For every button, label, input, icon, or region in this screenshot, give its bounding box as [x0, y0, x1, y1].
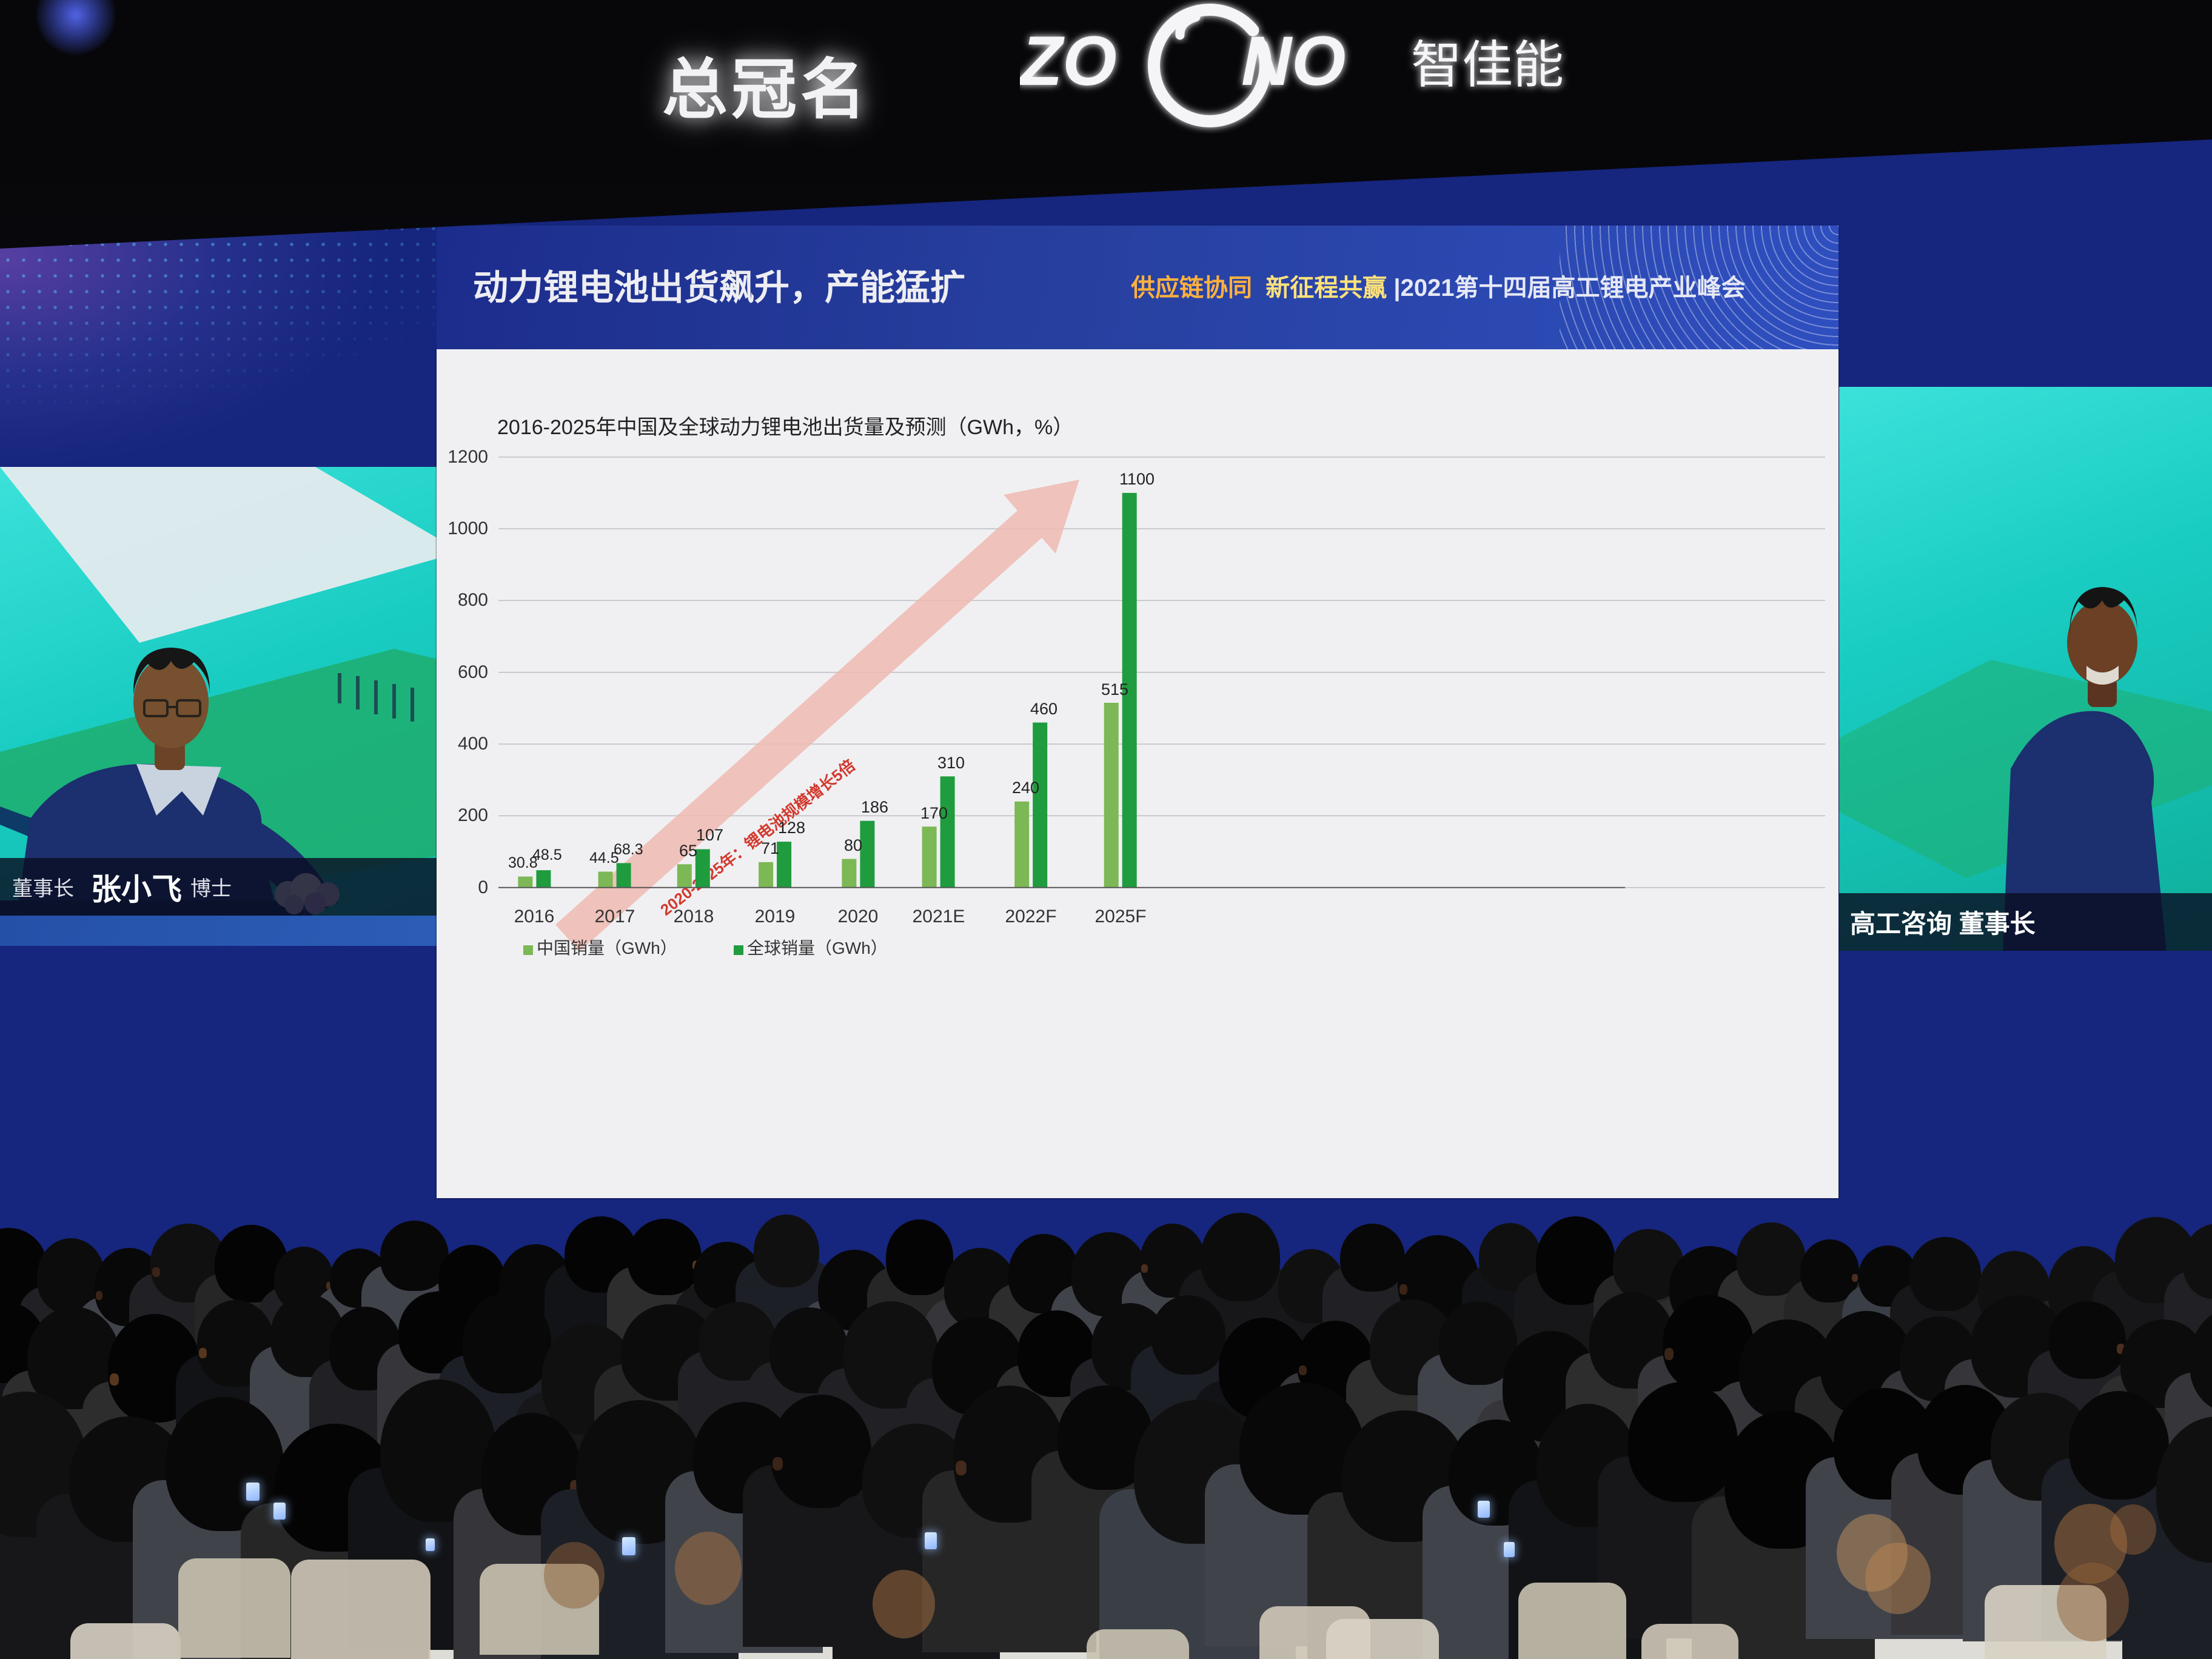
svg-text:71: 71	[761, 839, 779, 857]
svg-text:65: 65	[679, 842, 697, 860]
svg-text:460: 460	[1030, 700, 1057, 718]
svg-text:68.3: 68.3	[614, 841, 643, 858]
svg-text:800: 800	[458, 590, 488, 610]
svg-text:400: 400	[458, 734, 488, 754]
svg-text:515: 515	[1101, 680, 1128, 699]
svg-text:2022F: 2022F	[1005, 907, 1056, 927]
svg-text:170: 170	[920, 804, 948, 822]
svg-text:2021E: 2021E	[913, 907, 965, 927]
svg-text:1100: 1100	[1119, 470, 1155, 488]
svg-text:240: 240	[1012, 779, 1039, 797]
svg-text:48.5: 48.5	[532, 846, 562, 863]
svg-text:1200: 1200	[447, 447, 488, 467]
svg-text:128: 128	[778, 819, 805, 837]
svg-text:2019: 2019	[755, 907, 796, 927]
svg-text:NO: NO	[1241, 22, 1346, 100]
svg-text:2017: 2017	[595, 907, 635, 927]
svg-text:中国销量（GWh）: 中国销量（GWh）	[537, 939, 677, 957]
svg-text:2016-2025年中国及全球动力锂电池出货量及预测（GWh: 2016-2025年中国及全球动力锂电池出货量及预测（GWh，%）	[497, 416, 1073, 439]
svg-text:0: 0	[478, 877, 488, 897]
svg-text:2018: 2018	[674, 907, 714, 927]
svg-text:80: 80	[844, 836, 862, 854]
svg-text:2020: 2020	[838, 907, 879, 927]
svg-text:ZO: ZO	[1020, 22, 1117, 100]
svg-text:智佳能: 智佳能	[1411, 36, 1564, 93]
svg-text:1000: 1000	[447, 518, 488, 538]
svg-text:600: 600	[458, 662, 488, 682]
svg-text:2025F: 2025F	[1094, 907, 1146, 927]
svg-text:107: 107	[696, 826, 723, 844]
svg-text:200: 200	[458, 805, 488, 825]
svg-text:2016: 2016	[514, 907, 555, 927]
svg-text:全球销量（GWh）: 全球销量（GWh）	[747, 939, 888, 957]
svg-text:310: 310	[937, 754, 965, 772]
svg-text:186: 186	[861, 798, 888, 816]
